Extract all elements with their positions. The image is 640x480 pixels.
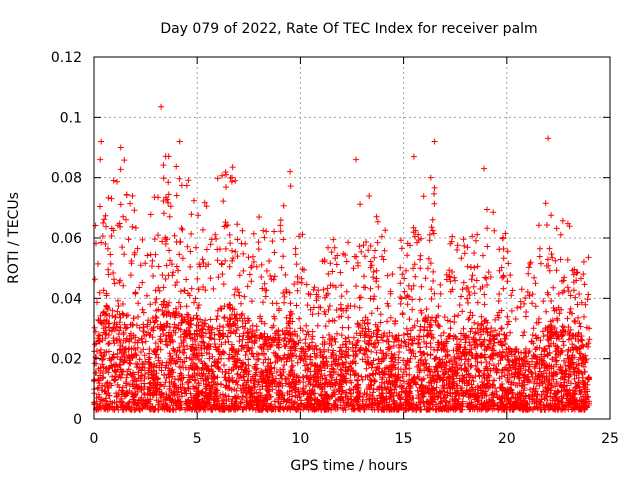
x-tick-label: 10 xyxy=(291,431,309,447)
x-tick-label: 5 xyxy=(193,431,202,447)
x-tick-labels: 0 5 10 15 20 25 xyxy=(90,431,619,447)
y-tick-label: 0.02 xyxy=(51,352,82,368)
x-tick-label: 0 xyxy=(90,431,99,447)
y-axis-label: ROTI / TECUs xyxy=(6,192,22,284)
y-tick-label: 0.04 xyxy=(51,291,82,307)
y-tick-label: 0.12 xyxy=(51,50,82,66)
y-tick-label: 0.06 xyxy=(51,231,82,247)
y-tick-label: 0 xyxy=(73,412,82,428)
axis-ticks xyxy=(93,56,611,420)
x-tick-label: 15 xyxy=(395,431,413,447)
data-points xyxy=(91,103,593,413)
chart-title: Day 079 of 2022, Rate Of TEC Index for r… xyxy=(160,21,537,37)
y-tick-label: 0.1 xyxy=(60,110,82,126)
x-tick-label: 25 xyxy=(601,431,619,447)
x-axis-label: GPS time / hours xyxy=(290,458,407,474)
y-tick-label: 0.08 xyxy=(51,171,82,187)
y-tick-labels: 0 0.02 0.04 0.06 0.08 0.1 0.12 xyxy=(51,50,82,428)
roti-points xyxy=(91,103,593,413)
x-tick-label: 20 xyxy=(498,431,516,447)
